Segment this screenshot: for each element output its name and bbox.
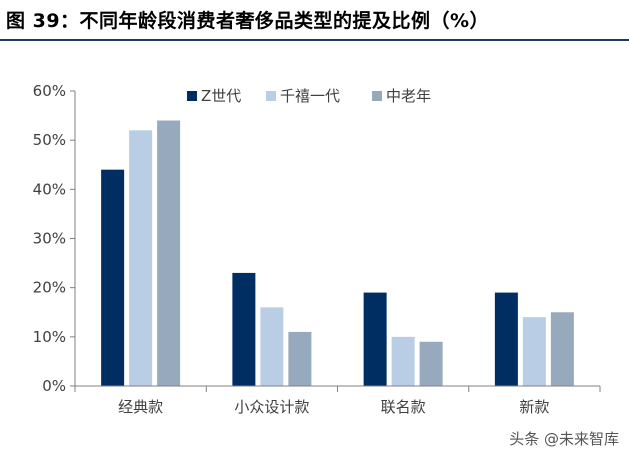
bar (232, 272, 256, 386)
legend-label: 中老年 (386, 87, 431, 105)
legend-label: Z世代 (201, 87, 241, 105)
y-tick-label: 60% (33, 82, 66, 100)
bar (550, 312, 574, 386)
y-tick-label: 20% (33, 279, 66, 297)
bar (363, 292, 387, 386)
figure-header: 图 39：不同年龄段消费者奢侈品类型的提及比例（%） (0, 0, 629, 41)
header-rule (0, 39, 629, 41)
y-tick-label: 0% (42, 377, 66, 395)
legend-label: 千禧一代 (280, 87, 340, 105)
bar (494, 292, 518, 386)
y-tick-label: 40% (33, 180, 66, 198)
bar (157, 120, 181, 386)
bar (522, 317, 546, 386)
figure-title: 图 39：不同年龄段消费者奢侈品类型的提及比例（%） (6, 10, 490, 32)
y-tick-label: 30% (33, 230, 66, 248)
bar (288, 331, 312, 386)
legend-swatch (372, 91, 382, 101)
bar (101, 169, 125, 386)
x-category-label: 经典款 (118, 398, 163, 416)
bar (260, 307, 284, 386)
x-category-label: 小众设计款 (234, 398, 309, 416)
legend-swatch (187, 91, 197, 101)
bar (391, 336, 415, 386)
x-category-label: 联名款 (381, 398, 426, 416)
bar (129, 130, 153, 386)
legend-swatch (266, 91, 276, 101)
y-tick-label: 10% (33, 328, 66, 346)
y-tick-label: 50% (33, 131, 66, 149)
x-category-label: 新款 (519, 398, 549, 416)
watermark: 头条 @未来智库 (509, 430, 619, 448)
bar (419, 341, 443, 386)
